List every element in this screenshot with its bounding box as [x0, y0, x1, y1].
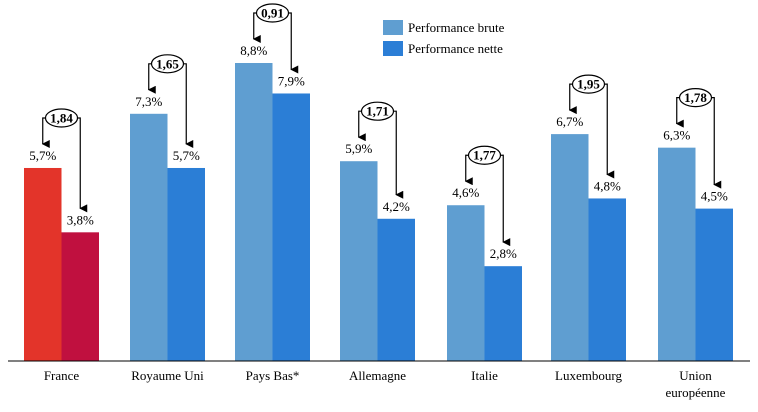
x-tick-label: européenne — [666, 385, 726, 400]
bar-gross — [340, 161, 378, 361]
bar-net — [167, 167, 205, 361]
bar-gross — [658, 147, 696, 361]
legend-swatch-net — [383, 41, 403, 56]
arrow-net — [183, 63, 194, 148]
x-tick-label: Italie — [471, 368, 498, 383]
arrow-gross — [357, 110, 366, 142]
bar-net — [272, 93, 310, 362]
x-tick-label: Royaume Uni — [131, 368, 204, 383]
bar-net — [377, 218, 415, 361]
bar-gross — [447, 205, 485, 361]
arrow-gross — [675, 97, 684, 128]
arrow-net — [604, 83, 615, 179]
ratio-ellipse — [467, 145, 502, 165]
legend-label-gross: Performance brute — [408, 20, 505, 35]
ratio-label: 1,84 — [50, 110, 73, 125]
bar-gross — [130, 113, 168, 361]
ratio-ellipse — [255, 3, 290, 23]
x-tick-label: Luxembourg — [555, 368, 622, 383]
x-tick-label: Allemagne — [349, 368, 406, 383]
arrow-net — [393, 110, 404, 199]
legend-label-net: Performance nette — [408, 41, 503, 56]
ratio-ellipse — [678, 88, 713, 108]
data-label-gross: 6,7% — [556, 114, 583, 129]
x-tick-label: Union — [679, 368, 712, 383]
bar-net — [484, 266, 522, 361]
data-label-net: 7,9% — [278, 73, 305, 88]
arrow-net — [711, 97, 722, 189]
ratio-label: 1,77 — [473, 148, 496, 163]
bar-gross — [551, 134, 589, 361]
bar-gross — [235, 63, 273, 361]
bar-net — [695, 208, 733, 361]
arrow-gross — [252, 12, 261, 43]
data-label-gross: 7,3% — [135, 94, 162, 109]
data-label-gross: 4,6% — [452, 185, 479, 200]
arrow-gross — [568, 83, 577, 115]
data-label-net: 3,8% — [67, 212, 94, 227]
ratio-label: 0,91 — [261, 6, 284, 21]
data-label-net: 4,2% — [383, 199, 410, 214]
ratio-ellipse — [571, 74, 606, 94]
data-label-gross: 8,8% — [240, 43, 267, 58]
data-label-gross: 5,9% — [345, 141, 372, 156]
data-label-gross: 5,7% — [29, 148, 56, 163]
arrow-net — [500, 154, 511, 247]
ratio-ellipse — [360, 101, 395, 121]
arrow-gross — [147, 63, 156, 94]
ratio-label: 1,95 — [577, 77, 600, 92]
arrow-gross — [464, 154, 473, 186]
data-label-gross: 6,3% — [663, 128, 690, 143]
ratio-label: 1,65 — [156, 56, 179, 71]
arrow-net — [288, 12, 299, 74]
arrow-net — [77, 117, 88, 213]
ratio-ellipse — [150, 54, 185, 74]
x-tick-label: France — [44, 368, 80, 383]
legend: Performance brute Performance nette — [383, 20, 505, 56]
data-label-net: 2,8% — [490, 246, 517, 261]
ratio-label: 1,71 — [366, 104, 389, 119]
x-tick-label: Pays Bas* — [246, 368, 300, 383]
data-label-net: 5,7% — [173, 148, 200, 163]
ratio-label: 1,78 — [684, 90, 707, 105]
data-label-net: 4,8% — [594, 178, 621, 193]
data-label-net: 4,5% — [701, 189, 728, 204]
legend-swatch-gross — [383, 20, 403, 35]
bar-gross — [24, 167, 62, 361]
ratio-ellipse — [44, 108, 79, 128]
bar-net — [588, 198, 626, 361]
arrow-gross — [41, 117, 50, 148]
bar-net — [61, 232, 99, 361]
